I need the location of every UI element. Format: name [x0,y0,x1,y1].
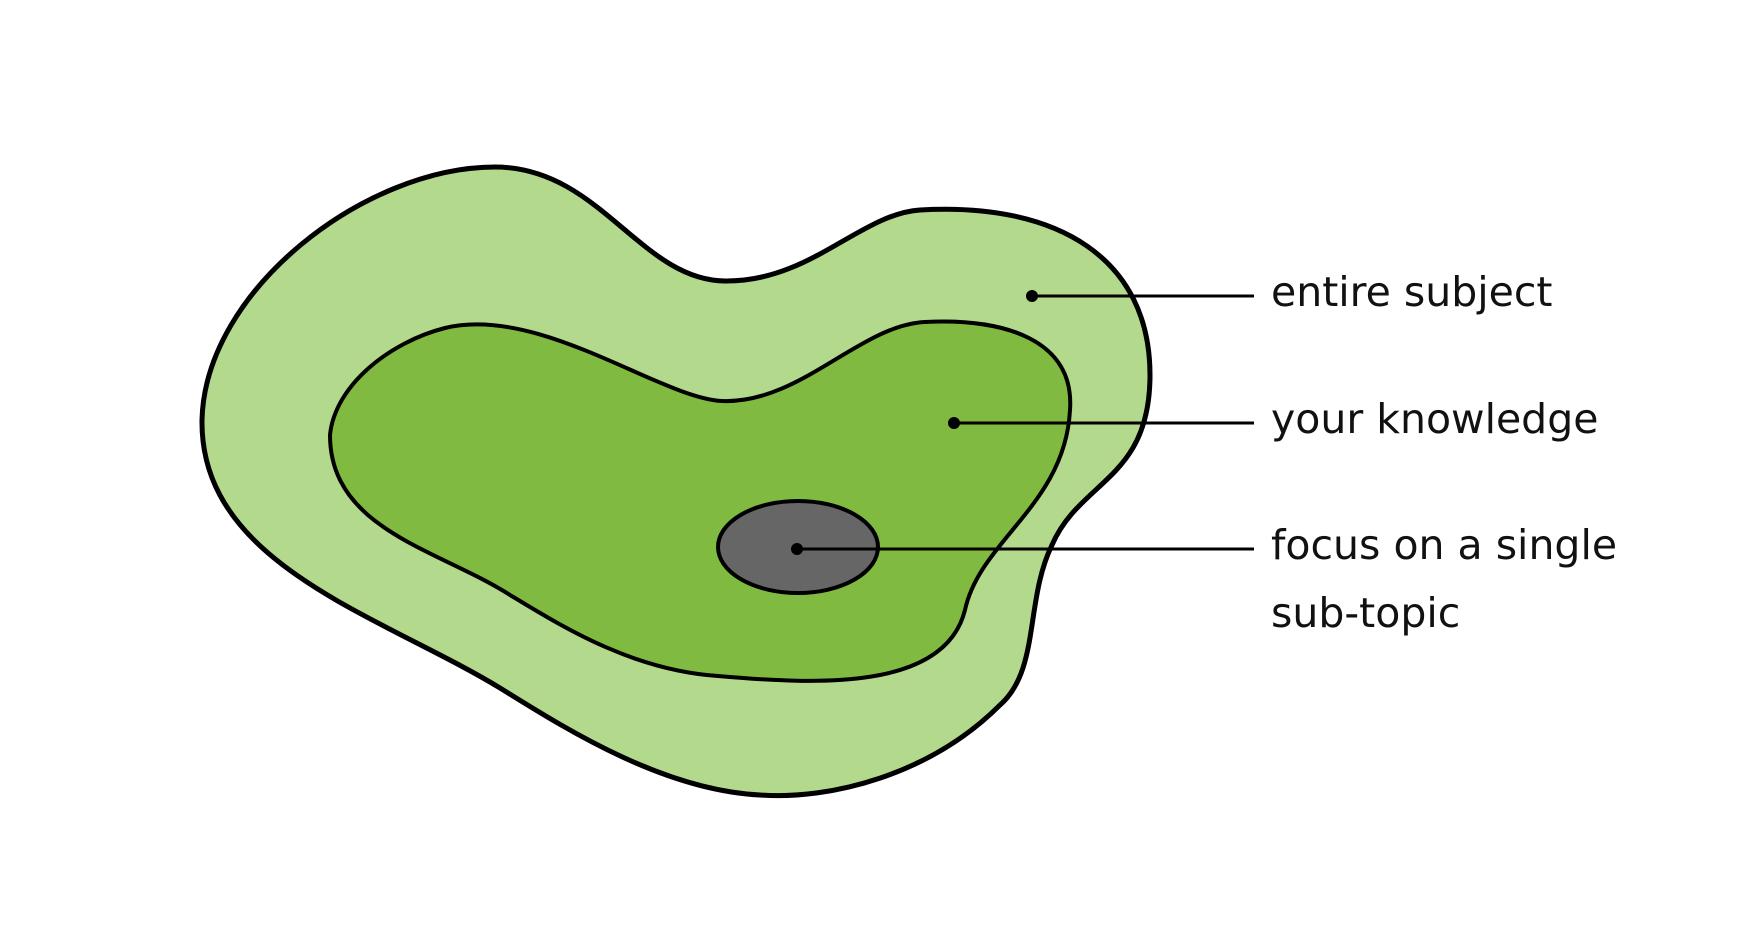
leader-dot-entire-subject [1026,290,1038,302]
callout-entire-subject: entire subject [1026,268,1553,316]
your-knowledge-region [328,319,1073,683]
label-entire-subject: entire subject [1271,268,1553,316]
callout-focus: focus on a single sub-topic [791,521,1617,637]
leader-dot-your-knowledge [948,417,960,429]
label-your-knowledge: your knowledge [1271,395,1598,443]
label-focus-line-2: sub-topic [1271,589,1460,637]
label-focus-line-1: focus on a single [1271,521,1617,569]
leader-dot-focus [791,543,803,555]
callout-your-knowledge: your knowledge [948,395,1598,443]
